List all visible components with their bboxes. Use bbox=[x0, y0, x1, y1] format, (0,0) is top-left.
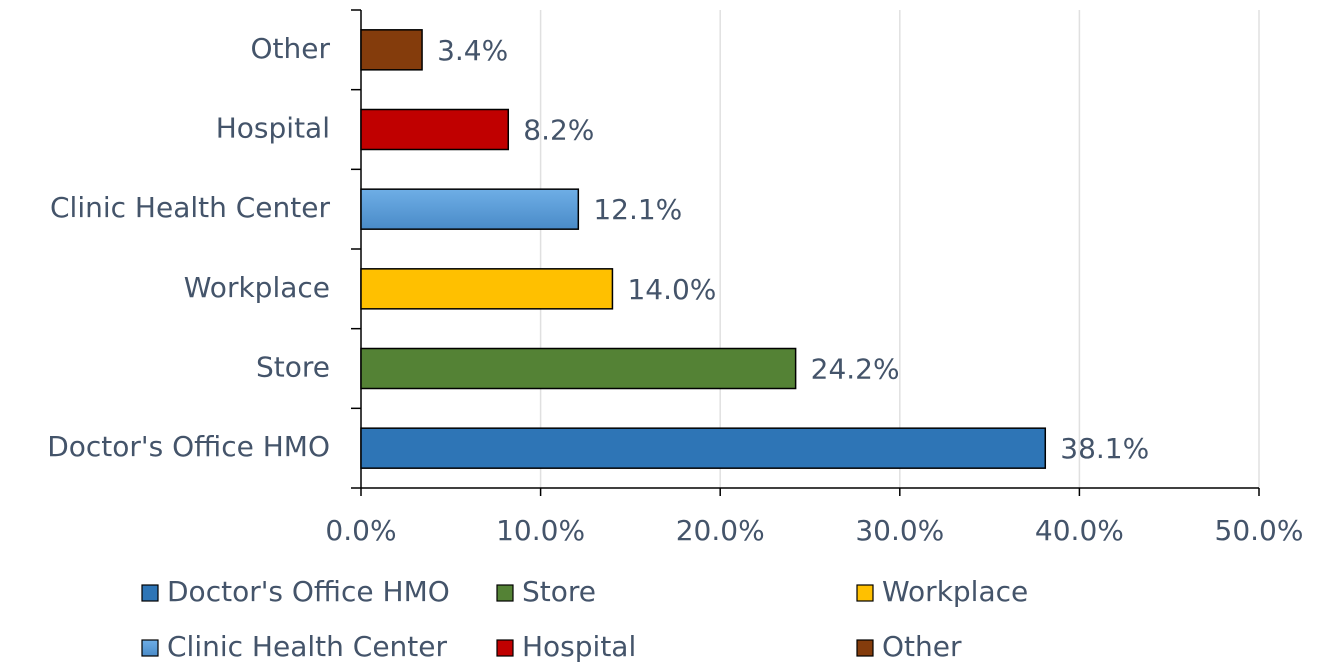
legend-swatch bbox=[141, 584, 159, 602]
data-label: 14.0% bbox=[627, 273, 716, 306]
bar bbox=[360, 268, 614, 310]
legend-label: Other bbox=[882, 630, 962, 663]
legend-label: Store bbox=[522, 575, 596, 608]
x-tick-label: 0.0% bbox=[325, 514, 396, 547]
bar bbox=[360, 108, 510, 151]
x-tick-label: 10.0% bbox=[496, 514, 585, 547]
legend-label: Doctor's Office HMO bbox=[167, 575, 450, 608]
bar bbox=[360, 427, 1047, 469]
y-tick-label: Clinic Health Center bbox=[50, 191, 331, 224]
x-tick-label: 30.0% bbox=[855, 514, 944, 547]
legend-label: Hospital bbox=[522, 630, 636, 663]
y-tick-label: Hospital bbox=[216, 112, 330, 145]
x-tick-label: 50.0% bbox=[1215, 514, 1304, 547]
x-tick-label: 20.0% bbox=[676, 514, 765, 547]
bar bbox=[360, 188, 580, 230]
legend-swatch bbox=[856, 639, 874, 657]
legend-swatch bbox=[856, 584, 874, 602]
legend-swatch bbox=[496, 639, 514, 657]
y-tick-label: Other bbox=[250, 32, 330, 65]
y-tick-label: Workplace bbox=[184, 271, 330, 304]
bar bbox=[360, 29, 423, 71]
data-label: 3.4% bbox=[437, 34, 508, 67]
legend-swatch bbox=[496, 584, 514, 602]
data-label: 12.1% bbox=[593, 193, 682, 226]
data-label: 24.2% bbox=[811, 353, 900, 386]
legend-label: Clinic Health Center bbox=[167, 630, 448, 663]
y-tick-label: Doctor's Office HMO bbox=[47, 430, 330, 463]
data-label: 8.2% bbox=[523, 114, 594, 147]
bar bbox=[360, 347, 797, 390]
legend-label: Workplace bbox=[882, 575, 1028, 608]
legend-swatch bbox=[141, 639, 159, 657]
y-tick-label: Store bbox=[256, 351, 330, 384]
data-label: 38.1% bbox=[1060, 432, 1149, 465]
x-tick-label: 40.0% bbox=[1035, 514, 1124, 547]
